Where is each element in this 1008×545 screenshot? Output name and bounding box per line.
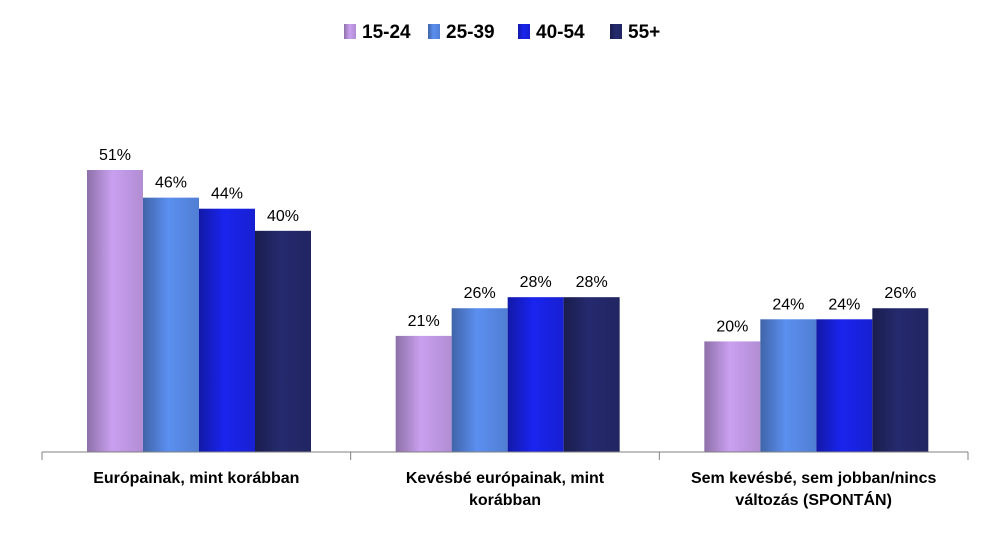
value-label: 24% bbox=[828, 296, 860, 313]
value-label: 28% bbox=[520, 274, 552, 291]
legend-label: 40-54 bbox=[536, 22, 585, 43]
legend: 15-24 25-39 40-54 55+ bbox=[344, 22, 660, 43]
legend-swatch bbox=[428, 24, 440, 39]
value-label: 44% bbox=[211, 186, 243, 203]
category-label: Kevésbé európainak, mint korábban bbox=[406, 470, 605, 509]
legend-swatch bbox=[344, 24, 356, 39]
legend-item-15-24: 15-24 bbox=[344, 22, 411, 43]
bar-25-39-cat1 bbox=[143, 197, 199, 452]
bar-15-24-cat3 bbox=[704, 341, 761, 452]
bar-55+-cat2 bbox=[563, 297, 620, 452]
value-label: 26% bbox=[464, 285, 496, 302]
legend-item-40-54: 40-54 bbox=[518, 22, 585, 43]
legend-swatch bbox=[518, 24, 530, 39]
bar-25-39-cat2 bbox=[451, 308, 508, 452]
value-label: 51% bbox=[99, 147, 131, 164]
category-labels: Európainak, mint korábban Kevésbé európai… bbox=[93, 470, 936, 509]
legend-label: 25-39 bbox=[446, 22, 495, 43]
legend-item-55+: 55+ bbox=[610, 22, 660, 43]
bar-15-24-cat2 bbox=[395, 335, 452, 452]
legend-label: 55+ bbox=[628, 22, 660, 43]
bar-55+-cat3 bbox=[872, 308, 929, 452]
value-label: 46% bbox=[155, 175, 187, 192]
legend-label: 15-24 bbox=[362, 22, 411, 43]
legend-item-25-39: 25-39 bbox=[428, 22, 495, 43]
bar-40-54-cat2 bbox=[507, 297, 564, 452]
bar-40-54-cat1 bbox=[199, 208, 255, 452]
value-label: 40% bbox=[267, 208, 299, 225]
value-label: 28% bbox=[576, 274, 608, 291]
bars bbox=[87, 170, 929, 452]
legend-swatch bbox=[610, 24, 622, 39]
value-label: 20% bbox=[716, 318, 748, 335]
value-label: 26% bbox=[884, 285, 916, 302]
value-label: 21% bbox=[408, 313, 440, 330]
value-labels: 51% 46% 44% 40% 21% 26% 28% 28% 20% 24% 24% 26% bbox=[99, 147, 916, 335]
x-axis bbox=[41, 451, 969, 460]
category-label: Európainak, mint korábban bbox=[93, 470, 299, 487]
value-label: 24% bbox=[772, 296, 804, 313]
category-label: Sem kevésbé, sem jobban/nincs változás (S… bbox=[691, 470, 937, 509]
bar-15-24-cat1 bbox=[87, 170, 143, 452]
bar-25-39-cat3 bbox=[760, 319, 817, 452]
bar-55+-cat1 bbox=[255, 230, 311, 452]
bar-40-54-cat3 bbox=[816, 319, 873, 452]
